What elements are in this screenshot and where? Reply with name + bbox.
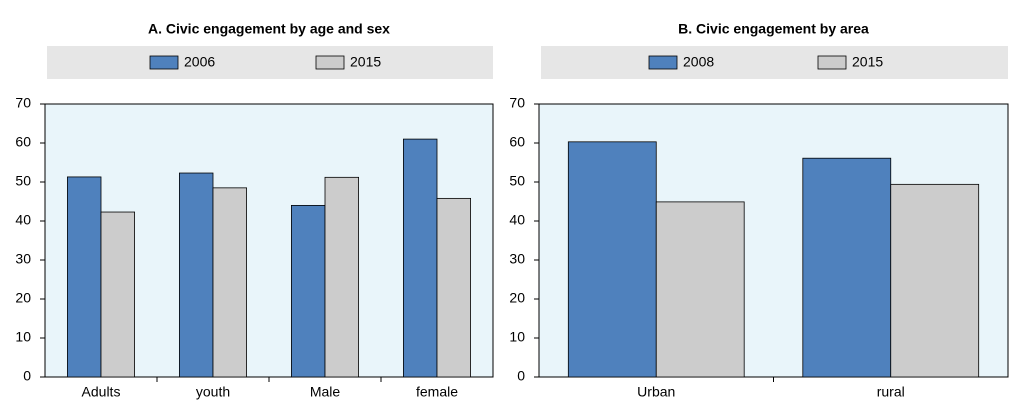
legend-label: 2015 <box>852 54 883 70</box>
y-tick-label: 60 <box>509 134 525 150</box>
y-tick-label: 0 <box>23 368 31 384</box>
y-tick-label: 10 <box>15 329 31 345</box>
y-tick-label: 40 <box>509 212 525 228</box>
x-tick-label: Urban <box>637 384 675 400</box>
y-tick-label: 20 <box>15 290 31 306</box>
y-tick-label: 0 <box>517 368 525 384</box>
bar <box>178 172 214 378</box>
x-tick-label: rural <box>877 384 905 400</box>
legend-band <box>541 46 1008 79</box>
y-tick-label: 60 <box>15 134 31 150</box>
bar <box>655 201 745 378</box>
legend-label: 2006 <box>184 54 215 70</box>
y-tick-label: 20 <box>509 290 525 306</box>
y-tick-label: 70 <box>509 95 525 111</box>
legend-swatch <box>315 55 345 70</box>
x-tick-label: youth <box>196 384 230 400</box>
bar <box>324 176 359 378</box>
legend-label: 2008 <box>683 54 714 70</box>
y-tick-label: 30 <box>509 251 525 267</box>
bar <box>802 157 892 378</box>
y-tick-label: 40 <box>15 212 31 228</box>
legend-band <box>47 46 493 79</box>
y-tick-label: 30 <box>15 251 31 267</box>
legend-swatch <box>149 55 179 70</box>
bar <box>100 211 135 378</box>
y-tick-label: 70 <box>15 95 31 111</box>
bar <box>212 187 247 378</box>
bar <box>67 176 102 378</box>
bar <box>890 183 980 378</box>
legend-swatch <box>817 55 847 70</box>
legend-swatch <box>648 55 678 70</box>
x-tick-label: Male <box>310 384 341 400</box>
chart-title: A. Civic engagement by age and sex <box>148 21 390 37</box>
y-tick-label: 50 <box>509 173 525 189</box>
chart-title: B. Civic engagement by area <box>678 21 869 37</box>
legend-label: 2015 <box>350 54 381 70</box>
bar <box>567 141 657 378</box>
bar <box>436 197 471 378</box>
bar <box>402 138 438 378</box>
x-tick-label: female <box>416 384 458 400</box>
y-tick-label: 10 <box>509 329 525 345</box>
bar <box>290 204 326 378</box>
y-tick-label: 50 <box>15 173 31 189</box>
x-tick-label: Adults <box>82 384 121 400</box>
